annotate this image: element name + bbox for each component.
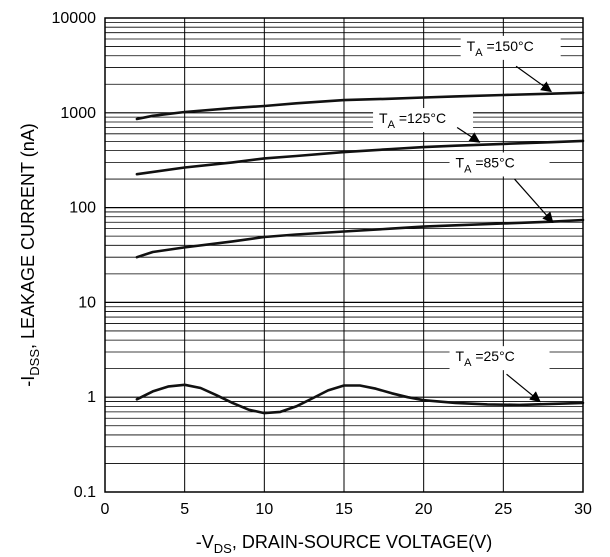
series-label-1: TA =125°C <box>379 110 446 131</box>
x-tick-label: 10 <box>255 501 273 518</box>
x-axis-label-rest: , DRAIN-SOURCE VOLTAGE(V) <box>232 532 492 552</box>
series-label-bg <box>449 152 550 177</box>
x-axis-label-prefix: -V <box>196 532 214 552</box>
y-axis-label-prefix: -I <box>18 376 38 387</box>
x-axis-ticks: 0 5 10 15 20 25 30 <box>101 501 592 518</box>
y-tick-label: 100 <box>69 200 96 217</box>
series-label-bg <box>373 108 474 133</box>
series-label-bg <box>460 35 561 60</box>
series-arrow-0 <box>515 65 553 93</box>
series-annotations: TA =150°C TA =125°C TA =85°C TA =25°C <box>373 35 561 403</box>
y-tick-label: 10 <box>78 294 96 311</box>
series-label-0: TA =150°C <box>467 38 534 59</box>
series-label-bg <box>449 346 550 371</box>
y-tick-label: 1000 <box>60 105 96 122</box>
x-axis-label-sub: DS <box>214 541 232 556</box>
y-tick-label: 1 <box>87 389 96 406</box>
y-tick-label: 10000 <box>52 10 97 27</box>
x-tick-label: 15 <box>335 501 353 518</box>
x-axis-label: -VDS, DRAIN-SOURCE VOLTAGE(V) <box>196 532 492 556</box>
y-axis-label-sub: DSS <box>27 349 42 376</box>
y-axis-ticks: 0.1 1 10 100 1000 10000 <box>52 10 97 501</box>
y-axis-label-rest: , LEAKAGE CURRENT (nA) <box>18 123 38 349</box>
series-lines <box>135 91 585 415</box>
grid-lines <box>105 18 583 492</box>
series-label-2: TA =85°C <box>456 154 515 175</box>
series-line-0 <box>135 91 585 121</box>
series-label-3: TA =25°C <box>456 348 515 369</box>
x-tick-label: 30 <box>574 501 592 518</box>
x-tick-label: 25 <box>494 501 512 518</box>
series-line-2 <box>135 218 585 259</box>
series-arrow-1 <box>456 126 481 143</box>
series-line-1 <box>135 139 585 176</box>
plot-frame <box>104 17 584 493</box>
y-axis-label: -IDSS, LEAKAGE CURRENT (nA) <box>18 123 42 386</box>
series-arrow-2 <box>514 178 554 224</box>
y-tick-label: 0.1 <box>74 484 96 501</box>
series-arrow-3 <box>506 373 541 403</box>
series-line-3 <box>135 383 585 415</box>
x-tick-label: 5 <box>180 501 189 518</box>
x-tick-label: 0 <box>101 501 110 518</box>
x-tick-label: 20 <box>415 501 433 518</box>
